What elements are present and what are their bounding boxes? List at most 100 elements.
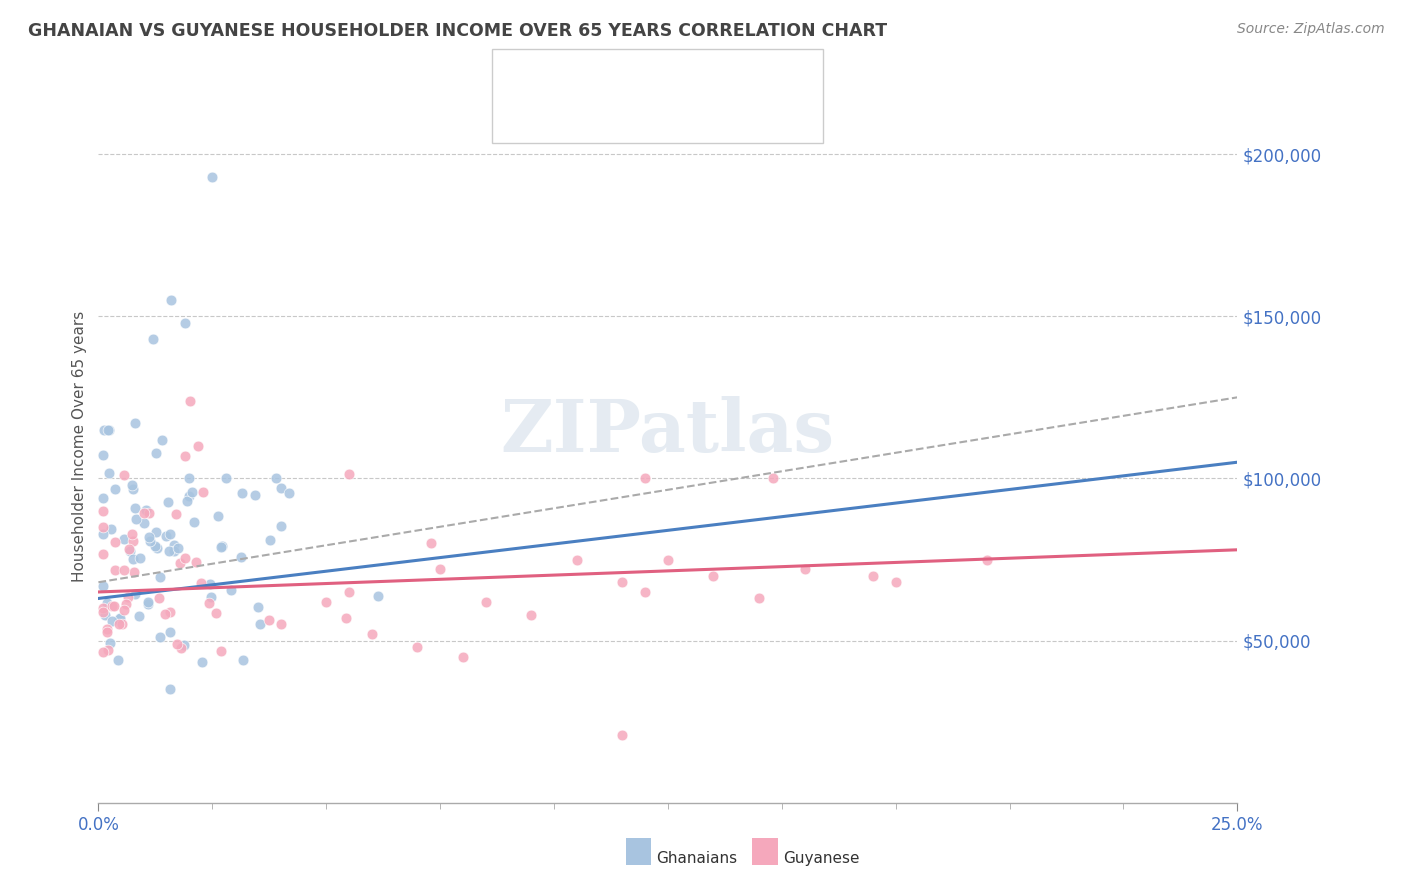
Point — [183, 515, 205, 529]
Point — [520, 607, 543, 622]
Point — [198, 595, 221, 609]
Point — [198, 577, 221, 591]
Point — [136, 594, 159, 608]
Text: Source: ZipAtlas.com: Source: ZipAtlas.com — [1237, 22, 1385, 37]
Point — [104, 482, 127, 496]
Point — [117, 591, 139, 605]
Point — [155, 529, 177, 543]
Point — [170, 640, 193, 655]
Point — [335, 611, 357, 625]
Point — [160, 293, 183, 307]
Point — [124, 501, 146, 516]
Point — [107, 653, 129, 667]
Point — [179, 393, 201, 408]
Point — [179, 471, 201, 485]
Point — [184, 555, 207, 569]
Point — [420, 536, 443, 550]
Point — [101, 614, 124, 628]
Point — [884, 575, 907, 590]
Point — [232, 653, 254, 667]
Point — [118, 542, 141, 557]
Point — [112, 532, 135, 546]
Point — [93, 423, 115, 437]
Point — [112, 563, 135, 577]
Point — [91, 601, 114, 615]
Point — [134, 516, 156, 530]
Point — [112, 468, 135, 483]
Point — [174, 316, 197, 330]
Point — [104, 563, 127, 577]
Text: R = 0.122   N = 74: R = 0.122 N = 74 — [567, 105, 752, 125]
Point — [104, 535, 127, 549]
Point — [247, 600, 270, 615]
Point — [121, 477, 143, 491]
Point — [360, 627, 382, 641]
Point — [97, 423, 120, 437]
Point — [429, 562, 451, 576]
Point — [159, 605, 181, 619]
Point — [91, 527, 114, 541]
Point — [148, 591, 170, 605]
Point — [148, 570, 170, 584]
Point — [612, 728, 634, 742]
Point — [145, 446, 167, 460]
Point — [634, 471, 657, 485]
Point — [793, 562, 815, 576]
Point — [337, 585, 360, 599]
Point — [108, 617, 131, 632]
Point — [215, 471, 238, 485]
Point — [270, 519, 292, 533]
Point — [166, 636, 188, 650]
Point — [180, 484, 202, 499]
Point — [187, 439, 209, 453]
Point — [112, 603, 135, 617]
Point — [193, 484, 215, 499]
Point — [108, 611, 131, 625]
Point — [122, 552, 145, 566]
Text: GHANAIAN VS GUYANESE HOUSEHOLDER INCOME OVER 65 YEARS CORRELATION CHART: GHANAIAN VS GUYANESE HOUSEHOLDER INCOME … — [28, 22, 887, 40]
Point — [173, 550, 195, 565]
Point — [406, 640, 429, 654]
Point — [103, 599, 125, 613]
Point — [135, 503, 157, 517]
Point — [122, 565, 145, 579]
Point — [159, 625, 181, 640]
Point — [115, 597, 138, 611]
Point — [122, 482, 145, 496]
Point — [174, 449, 197, 463]
Point — [207, 509, 229, 524]
Point — [231, 486, 253, 500]
Text: ZIPatlas: ZIPatlas — [501, 396, 835, 467]
Point — [219, 582, 242, 597]
Point — [209, 540, 232, 554]
Point — [91, 503, 114, 517]
Point — [163, 538, 186, 552]
Point — [315, 595, 337, 609]
Point — [111, 617, 134, 632]
Point — [101, 599, 124, 614]
Point — [155, 607, 177, 622]
Point — [121, 527, 143, 541]
Point — [337, 467, 360, 481]
Point — [91, 448, 114, 462]
Point — [128, 551, 150, 566]
Point — [159, 682, 181, 697]
Point — [120, 544, 142, 558]
Point — [91, 605, 114, 619]
Point — [108, 612, 131, 626]
Point — [134, 506, 156, 520]
Point — [190, 655, 212, 669]
Point — [451, 649, 474, 664]
Point — [257, 613, 280, 627]
Point — [167, 541, 190, 555]
Point — [145, 525, 167, 540]
Text: Ghanaians: Ghanaians — [657, 851, 738, 865]
Point — [122, 533, 145, 548]
Point — [159, 526, 181, 541]
Point — [201, 169, 224, 184]
Point — [205, 606, 228, 620]
Point — [91, 645, 114, 659]
Point — [138, 529, 160, 543]
Point — [98, 423, 121, 437]
Point — [91, 547, 114, 561]
